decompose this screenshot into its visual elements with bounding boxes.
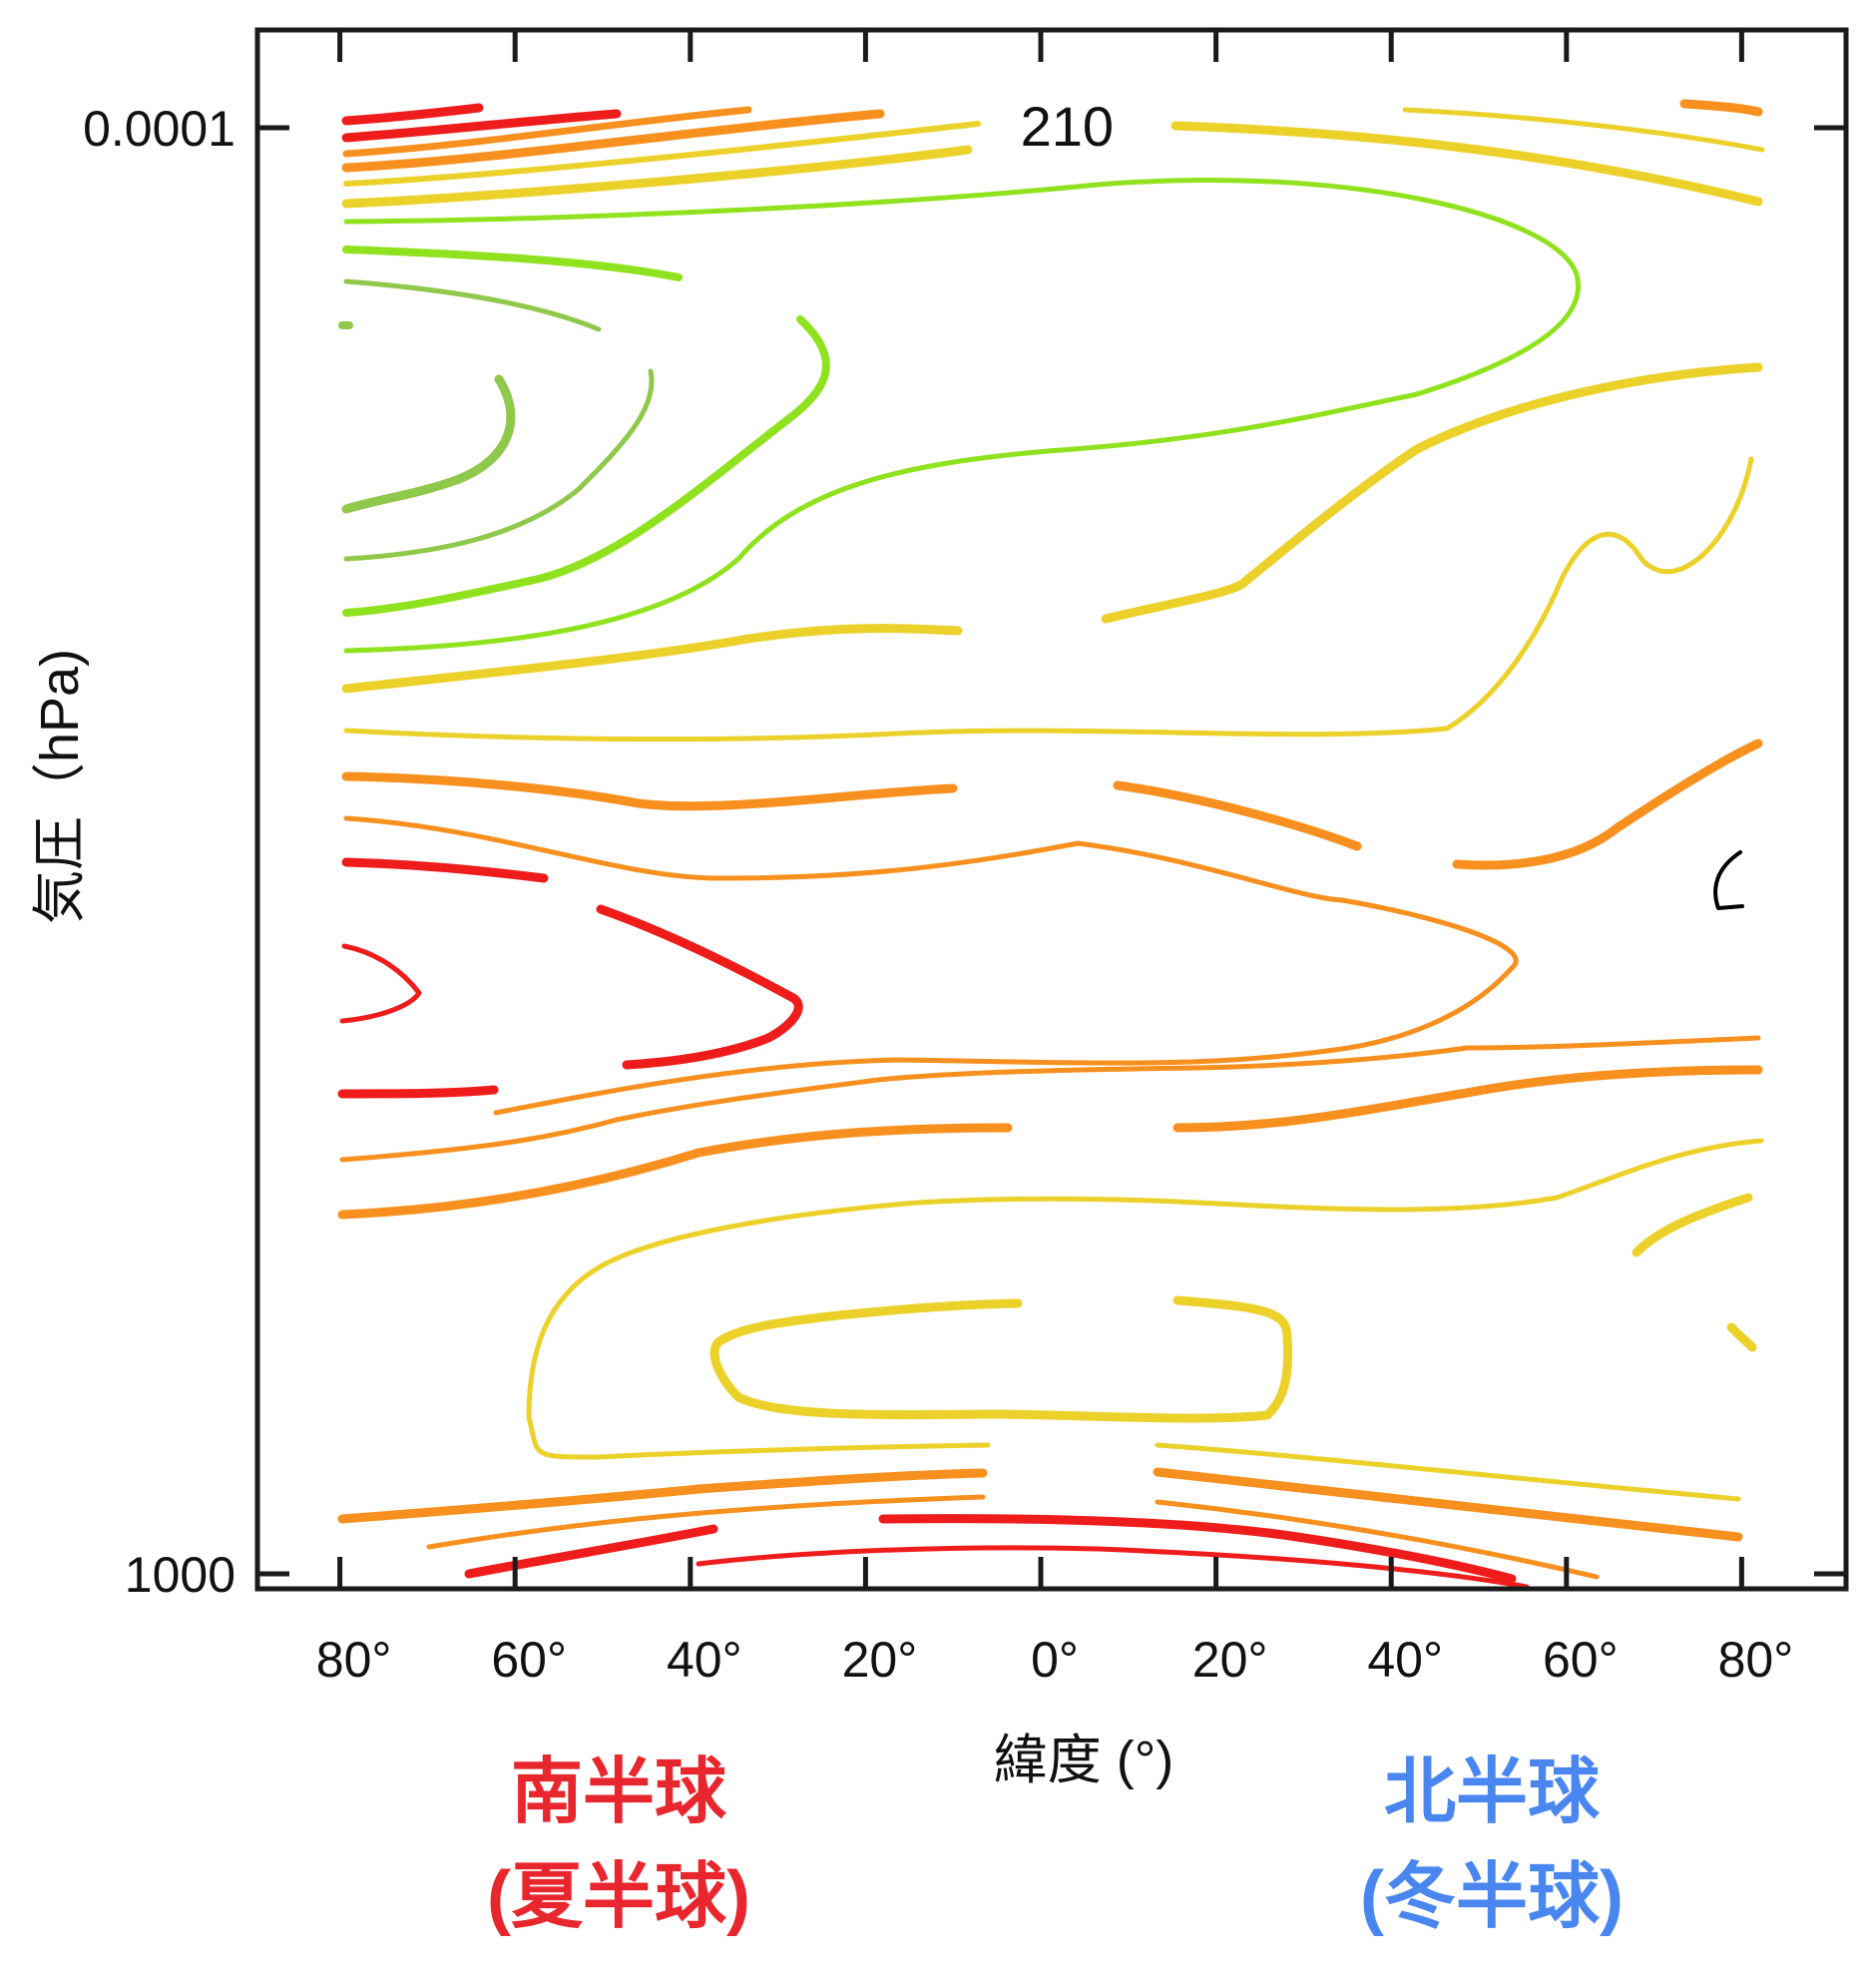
- contour-line: [337, 1123, 1013, 1220]
- contour-line: [337, 1468, 988, 1524]
- contour-line: [339, 1035, 1761, 1163]
- contour-line: [342, 106, 752, 158]
- north-hemisphere-label: 北半球: [1384, 1752, 1601, 1832]
- x-tick-label: 0°: [1031, 1632, 1079, 1688]
- axis-ticks: [257, 30, 1846, 1589]
- contour-line: [526, 1138, 1764, 1460]
- contour-line: [464, 1524, 718, 1579]
- contour-line: [1153, 1467, 1743, 1542]
- contour-line: [342, 246, 683, 281]
- contour-line: [1113, 780, 1362, 851]
- contour-line: [341, 374, 516, 514]
- contour-line: [1679, 99, 1763, 117]
- contour-line: [343, 121, 981, 187]
- contour-line: [343, 815, 1519, 1116]
- contour-line: [1170, 121, 1763, 207]
- x-tick-label: 40°: [667, 1632, 742, 1688]
- contour-line: [696, 1545, 1530, 1590]
- contour-line: [343, 456, 1754, 743]
- x-tick-label: 80°: [1718, 1632, 1794, 1688]
- y-tick-label: 0.0001: [83, 101, 235, 157]
- y-tick-label: 1000: [125, 1547, 235, 1603]
- x-tick-label: 20°: [1192, 1632, 1268, 1688]
- contour-line: [343, 368, 655, 562]
- contour-line: [337, 1085, 499, 1099]
- x-tick-label: 60°: [491, 1632, 567, 1688]
- contour-label: 210: [1021, 95, 1114, 158]
- contour-line: [1155, 1442, 1741, 1502]
- x-tick-label: 20°: [842, 1632, 918, 1688]
- x-tick-label: 40°: [1367, 1632, 1443, 1688]
- south-hemisphere-season: (夏半球): [487, 1857, 750, 1937]
- x-axis-title: 緯度 (°): [994, 1731, 1174, 1790]
- contour-line: [709, 1295, 1293, 1423]
- contour-line: [1172, 1065, 1763, 1133]
- contour-line: [596, 904, 803, 1070]
- x-tick-labels: 80° 60° 40° 20° 0° 20° 40° 60° 80°: [316, 1632, 1793, 1688]
- contour-labels: 210180150210240270240210210240270: [1021, 95, 1114, 158]
- contour-line: [1402, 107, 1765, 153]
- contour-line: [1713, 850, 1744, 910]
- contour-line: [1632, 1193, 1753, 1257]
- contour-line: [1101, 362, 1763, 624]
- contour-line: [1452, 739, 1763, 870]
- contour-line: [341, 771, 958, 811]
- contour-line: [339, 943, 422, 1024]
- contour-line: [878, 1514, 1517, 1584]
- contour-line: [341, 145, 973, 209]
- north-hemisphere-season: (冬半球): [1360, 1857, 1624, 1937]
- y-tick-labels: 0.00010.0010.010.11101001000: [83, 101, 235, 1603]
- label-halos: [1005, 90, 1130, 152]
- contour-lines: [337, 99, 1765, 1590]
- south-hemisphere-label: 南半球: [511, 1752, 727, 1832]
- contour-line: [341, 109, 622, 143]
- contour-line: [341, 857, 549, 883]
- contour-label-halo: [1005, 90, 1130, 152]
- plot-frame: [254, 27, 1849, 1592]
- y-axis-title: 気圧（hPa): [30, 649, 90, 924]
- x-tick-label: 80°: [316, 1632, 392, 1688]
- contour-line: [343, 178, 1582, 654]
- contour-line: [426, 1494, 986, 1550]
- contour-line: [1726, 1322, 1757, 1352]
- contour-line: [342, 315, 830, 617]
- contour-line: [341, 624, 963, 694]
- contour-line: [341, 103, 484, 126]
- x-tick-label: 60°: [1543, 1632, 1619, 1688]
- contour-line: [341, 109, 885, 173]
- contour-line: [1155, 1499, 1600, 1580]
- contour-line: [343, 278, 602, 332]
